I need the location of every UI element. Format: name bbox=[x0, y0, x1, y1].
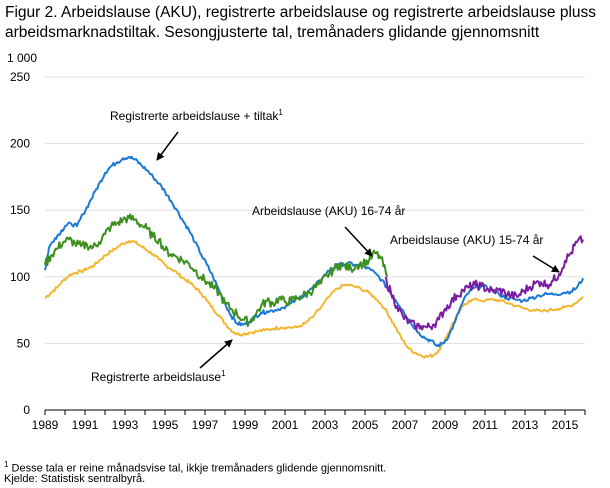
x-tick-label: 2005 bbox=[352, 418, 379, 432]
footnote: 1 Desse tala er reine månadsvise tal, ik… bbox=[4, 458, 386, 476]
x-tick-label: 2007 bbox=[392, 418, 419, 432]
annotation-registered_plus: Registrerte arbeidslause + tiltak1 bbox=[110, 108, 283, 123]
source-note: Kjelde: Statistisk sentralbyrå. bbox=[4, 473, 146, 485]
x-tick-label: 1997 bbox=[192, 418, 219, 432]
y-tick-label: 0 bbox=[23, 403, 30, 417]
series-line-aku_15_74 bbox=[384, 235, 584, 331]
x-tick-label: 1989 bbox=[32, 418, 59, 432]
series-line-registered_plus bbox=[44, 155, 584, 348]
x-tick-label: 1993 bbox=[112, 418, 139, 432]
x-axis-ticks: 1989 1991 1993 1995 1997 1999 2001 2003 2005 2007… bbox=[32, 409, 586, 432]
x-tick-label: 2015 bbox=[552, 418, 579, 432]
grid-layer bbox=[45, 76, 585, 344]
x-tick-label: 2001 bbox=[272, 418, 299, 432]
series-layer bbox=[44, 155, 584, 359]
y-tick-label: 200 bbox=[10, 137, 30, 151]
y-tick-label: 150 bbox=[10, 203, 30, 217]
annotation-aku_15_74: Arbeidslause (AKU) 15-74 år bbox=[390, 233, 543, 247]
x-tick-label: 2009 bbox=[432, 418, 459, 432]
annotation-aku_16_74: Arbeidslause (AKU) 16-74 år bbox=[252, 204, 405, 218]
chart-title: Figur 2. Arbeidslause (AKU), registrerte… bbox=[5, 4, 597, 41]
y-axis-ticks: 0 50 100 150 200 250 bbox=[10, 70, 30, 417]
annotation-arrow-aku_15_74 bbox=[532, 255, 560, 273]
x-tick-label: 1995 bbox=[152, 418, 179, 432]
footnote-marker: 1 bbox=[4, 460, 9, 469]
y-tick-label: 250 bbox=[10, 70, 30, 84]
annotation-arrow-aku_16_74 bbox=[344, 226, 373, 257]
annotation-arrow-registered bbox=[199, 339, 233, 369]
y-tick-label: 100 bbox=[10, 270, 30, 284]
y-tick-label: 50 bbox=[17, 336, 31, 350]
y-unit-label: 1 000 bbox=[7, 51, 37, 65]
x-tick-label: 1999 bbox=[232, 418, 259, 432]
x-tick-label: 2013 bbox=[512, 418, 539, 432]
x-tick-label: 1991 bbox=[72, 418, 99, 432]
x-tick-label: 2011 bbox=[472, 418, 498, 432]
footnote-text: Desse tala er reine månadsvise tal, ikkj… bbox=[11, 462, 387, 475]
annotation-registered: Registrerte arbeidslause1 bbox=[91, 369, 226, 384]
series-line-registered bbox=[44, 239, 584, 359]
x-tick-label: 2003 bbox=[312, 418, 339, 432]
series-line-aku_16_74 bbox=[44, 213, 388, 328]
annotation-arrow-registered_plus bbox=[156, 131, 179, 161]
annotation-layer: Registrerte arbeidslause + tiltak1 Arbeid… bbox=[91, 108, 560, 384]
